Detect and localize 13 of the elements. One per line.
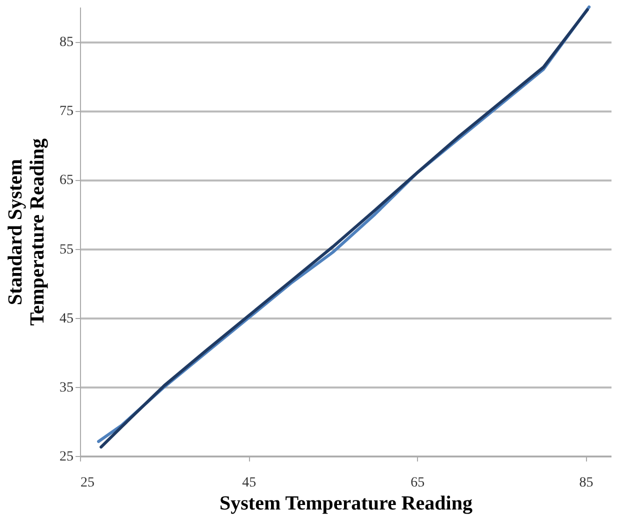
x-tick-label: 45 — [242, 476, 256, 490]
x-tick-label: 25 — [80, 476, 94, 490]
y-tick-label: 65 — [60, 173, 74, 188]
y-tick-label: 45 — [60, 311, 74, 326]
x-axis-title: System Temperature Reading — [220, 492, 472, 514]
y-tick-label: 35 — [60, 380, 74, 396]
x-tick-label: 65 — [410, 476, 425, 490]
x-tick-label: 85 — [579, 476, 594, 490]
y-tick-label: 25 — [60, 450, 74, 464]
y-tick-label: 85 — [60, 35, 74, 50]
y-tick-label: 75 — [60, 104, 74, 120]
y-axis-title: Standard System Temperature Reading — [4, 138, 48, 326]
y-tick-label: 55 — [60, 242, 74, 258]
